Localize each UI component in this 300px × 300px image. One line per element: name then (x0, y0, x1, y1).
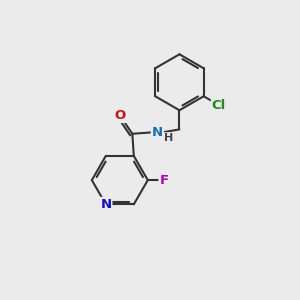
Text: O: O (114, 109, 126, 122)
Text: F: F (159, 174, 169, 187)
Text: N: N (152, 126, 163, 139)
Text: H: H (164, 133, 173, 143)
Text: Cl: Cl (212, 99, 226, 112)
Text: N: N (100, 198, 111, 211)
